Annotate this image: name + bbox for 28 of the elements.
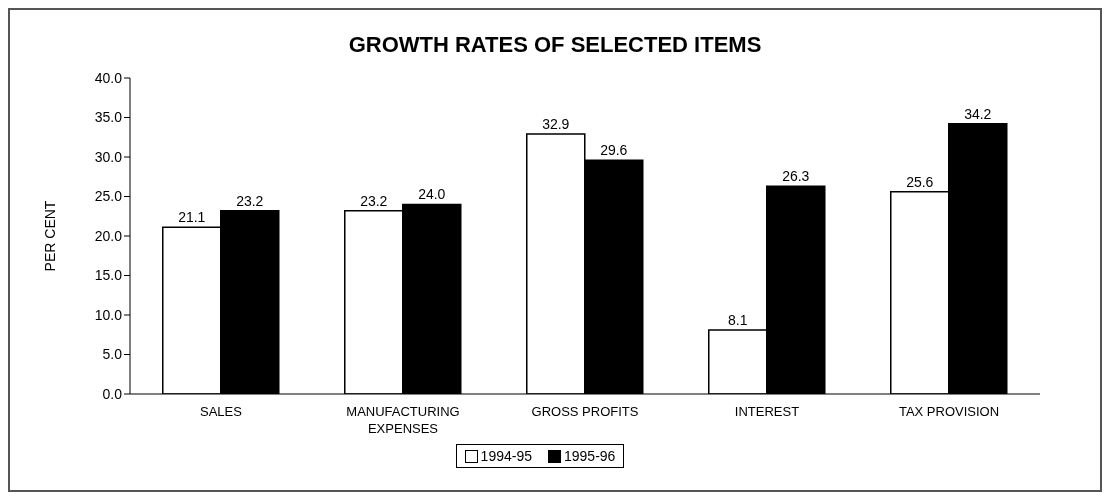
data-label: 23.2 [360,192,388,209]
y-axis-title: PER CENT [41,200,58,272]
x-tick-label: SALES [200,404,243,419]
data-label: 23.2 [236,192,264,209]
data-label: 29.6 [600,142,628,159]
data-label: 8.1 [728,312,748,329]
data-label: 25.6 [906,173,934,190]
y-tick-label: 30.0 [94,148,123,165]
legend-label: 1995-96 [563,448,616,464]
data-label: 32.9 [542,116,570,133]
y-tick-label: 15.0 [94,267,123,284]
x-tick-label: INTEREST [734,404,800,419]
y-tick-label: 20.0 [94,227,123,244]
y-tick-label: 25.0 [94,188,123,205]
y-tick-label: 40.0 [94,69,123,86]
data-label: 21.1 [178,209,206,226]
data-label: 24.0 [418,186,446,203]
y-tick-label: 0.0 [102,385,123,402]
chart-title: GROWTH RATES OF SELECTED ITEMS [347,32,763,58]
y-tick-label: 5.0 [102,346,123,363]
legend-label: 1994-95 [479,448,532,464]
data-label: 34.2 [964,105,992,122]
x-tick-label: MANUFACTURING EXPENSES [346,404,460,436]
x-tick-label: TAX PROVISION [898,404,1000,419]
y-tick-label: 35.0 [94,109,123,126]
x-tick-label: GROSS PROFITS [531,404,639,419]
data-label: 26.3 [782,168,810,185]
y-tick-label: 10.0 [94,306,123,323]
